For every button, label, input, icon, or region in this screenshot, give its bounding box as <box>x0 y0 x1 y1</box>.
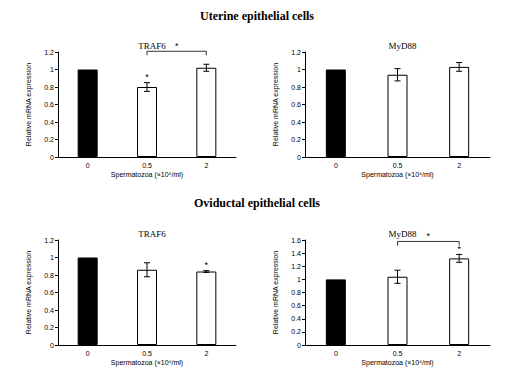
svg-text:Spermatozoa (×10⁶/ml): Spermatozoa (×10⁶/ml) <box>361 359 433 367</box>
svg-text:0.8: 0.8 <box>44 272 54 279</box>
svg-text:0: 0 <box>297 154 301 161</box>
svg-text:0.8: 0.8 <box>291 84 301 91</box>
svg-text:1.2: 1.2 <box>291 49 301 56</box>
svg-text:2: 2 <box>457 350 461 357</box>
svg-text:0: 0 <box>297 342 301 349</box>
svg-text:0.4: 0.4 <box>291 119 301 126</box>
svg-text:Oviductal epithelial cells: Oviductal epithelial cells <box>194 196 320 210</box>
svg-text:*: * <box>205 260 209 270</box>
svg-text:0.2: 0.2 <box>44 136 54 143</box>
svg-text:0.5: 0.5 <box>142 350 152 357</box>
svg-text:0.8: 0.8 <box>44 84 54 91</box>
svg-text:0.2: 0.2 <box>44 324 54 331</box>
svg-text:Relative mRNA expression: Relative mRNA expression <box>272 63 280 146</box>
svg-text:Relative mRNA expression: Relative mRNA expression <box>25 63 33 146</box>
svg-text:2: 2 <box>204 350 208 357</box>
svg-text:MyD88: MyD88 <box>388 229 417 239</box>
svg-text:0: 0 <box>50 342 54 349</box>
svg-text:1: 1 <box>297 276 301 283</box>
svg-text:1.4: 1.4 <box>291 250 301 257</box>
svg-text:2: 2 <box>457 162 461 169</box>
svg-text:0.6: 0.6 <box>44 289 54 296</box>
svg-text:TRAF6: TRAF6 <box>138 41 166 51</box>
svg-text:1: 1 <box>50 254 54 261</box>
svg-text:1.2: 1.2 <box>44 237 54 244</box>
svg-text:0.6: 0.6 <box>44 101 54 108</box>
svg-text:0.4: 0.4 <box>44 307 54 314</box>
svg-text:*: * <box>427 231 431 241</box>
svg-text:0.6: 0.6 <box>291 101 301 108</box>
svg-text:0.4: 0.4 <box>44 119 54 126</box>
svg-text:TRAF6: TRAF6 <box>138 229 166 239</box>
svg-text:1.6: 1.6 <box>291 237 301 244</box>
svg-text:1: 1 <box>50 66 54 73</box>
svg-text:1.2: 1.2 <box>44 49 54 56</box>
svg-text:Spermatozoa (×10⁶/ml): Spermatozoa (×10⁶/ml) <box>111 171 183 179</box>
svg-text:0.2: 0.2 <box>291 328 301 335</box>
svg-text:0: 0 <box>86 162 90 169</box>
svg-text:0.6: 0.6 <box>291 302 301 309</box>
svg-text:0.2: 0.2 <box>291 136 301 143</box>
svg-text:Spermatozoa (×10⁶/ml): Spermatozoa (×10⁶/ml) <box>361 171 433 179</box>
svg-text:0: 0 <box>86 350 90 357</box>
svg-text:0.8: 0.8 <box>291 289 301 296</box>
svg-text:Spermatozoa (×10⁶/ml): Spermatozoa (×10⁶/ml) <box>111 359 183 367</box>
svg-text:0.4: 0.4 <box>291 315 301 322</box>
svg-text:*: * <box>145 72 149 82</box>
svg-text:2: 2 <box>204 162 208 169</box>
svg-text:Relative mRNA expression: Relative mRNA expression <box>25 251 33 334</box>
svg-text:0.5: 0.5 <box>393 350 403 357</box>
svg-text:Relative mRNA expression: Relative mRNA expression <box>272 251 280 334</box>
svg-text:0.5: 0.5 <box>142 162 152 169</box>
svg-text:0: 0 <box>50 154 54 161</box>
svg-text:*: * <box>175 41 179 51</box>
svg-text:Uterine epithelial cells: Uterine epithelial cells <box>200 9 314 23</box>
svg-text:0.5: 0.5 <box>393 162 403 169</box>
svg-text:1: 1 <box>297 66 301 73</box>
svg-text:0: 0 <box>334 350 338 357</box>
svg-text:1.2: 1.2 <box>291 263 301 270</box>
svg-text:MyD88: MyD88 <box>388 41 417 51</box>
svg-text:0: 0 <box>334 162 338 169</box>
